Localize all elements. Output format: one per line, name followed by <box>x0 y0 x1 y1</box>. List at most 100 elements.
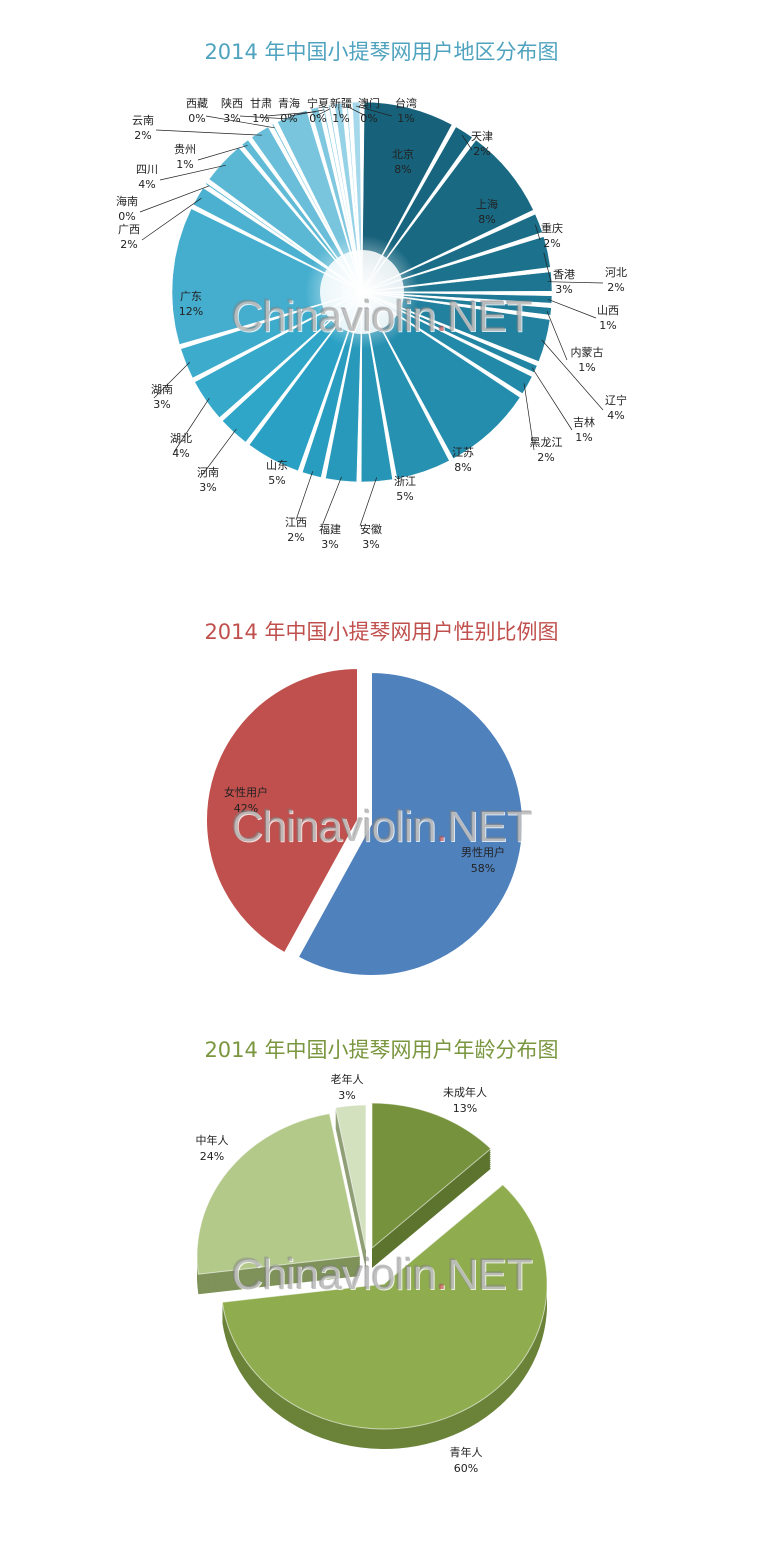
slice-value-region-11: 8% <box>454 461 471 474</box>
leader-line-4 <box>543 252 552 283</box>
slice-value-region-9: 1% <box>575 431 592 444</box>
region-pie-svg: 北京 8% 天津 2% 上海 8% 重庆 2% 香港 3% 河北 2% 山西 1% 内蒙古 1% 辽宁 4% 吉林 1… <box>116 96 627 551</box>
slice-label-age-3: 老年人 <box>331 1072 364 1086</box>
gender-pie-svg: 男性用户 58% 女性用户 42% <box>205 666 524 977</box>
slice-label-region-12: 浙江 <box>394 475 416 488</box>
leader-line-8 <box>541 339 604 411</box>
gender-slice-0 <box>296 670 524 977</box>
leader-line-22 <box>139 185 210 213</box>
slice-label-region-24: 贵州 <box>174 143 196 156</box>
gender-chart: 2014 年中国小提琴网用户性别比例图 男性用户 58% 女性用户 42% China… <box>0 600 763 1000</box>
slice-label-region-0: 北京 <box>392 147 414 161</box>
gender-slice-1 <box>205 666 359 955</box>
slice-value-age-3: 3% <box>338 1089 355 1102</box>
slice-value-region-12: 5% <box>396 490 413 503</box>
age-pie-svg: 未成年人 13% 青年人 60% 中年人 24% 老年人 3% <box>196 1072 548 1475</box>
slice-label-region-29: 青海 <box>278 96 300 110</box>
region-slice-20 <box>171 208 363 345</box>
slice-label-region-13: 安徽 <box>360 522 382 536</box>
region-slice-30 <box>328 104 363 293</box>
region-slice-4 <box>361 236 551 293</box>
leader-line-19 <box>153 361 190 399</box>
region-slice-3 <box>361 213 543 293</box>
age-slice-2 <box>196 1113 361 1295</box>
slice-label-region-4: 香港 <box>553 268 575 281</box>
slice-label-age-0: 未成年人 <box>443 1085 487 1099</box>
slice-label-region-3: 重庆 <box>541 221 563 235</box>
slice-label-region-9: 吉林 <box>573 415 595 429</box>
slice-label-region-26: 西藏 <box>186 97 208 110</box>
slice-value-region-32: 0% <box>360 112 377 125</box>
slice-value-region-1: 2% <box>473 145 490 158</box>
region-slice-32 <box>346 102 363 293</box>
region-slice-18 <box>194 291 363 418</box>
slice-label-region-10: 黑龙江 <box>530 436 563 449</box>
region-pie-center <box>320 250 404 334</box>
leader-line-5 <box>547 281 604 284</box>
region-slice-26 <box>271 123 363 293</box>
slice-label-region-32: 澳门 <box>358 96 380 110</box>
slice-label-gender-1: 女性用户 <box>224 785 268 799</box>
slice-value-region-17: 3% <box>199 481 216 494</box>
region-slice-22 <box>205 182 363 293</box>
region-slice-0 <box>361 101 453 293</box>
slice-value-region-19: 3% <box>153 398 170 411</box>
region-slice-19 <box>180 291 363 379</box>
slice-value-region-0: 8% <box>394 163 411 176</box>
slice-value-region-28: 1% <box>252 112 269 125</box>
leader-line-6 <box>547 298 597 319</box>
gender-chart-title: 2014 年中国小提琴网用户性别比例图 <box>204 620 559 644</box>
age-chart: 2014 年中国小提琴网用户年龄分布图 未成年人 13% 青年人 60% 中年人 24% 老… <box>0 1020 763 1559</box>
leader-line-24 <box>197 145 248 161</box>
region-slice-2 <box>361 139 534 293</box>
slice-label-region-31: 新疆 <box>330 96 352 110</box>
region-slice-13 <box>361 291 393 483</box>
leader-line-27 <box>239 115 294 120</box>
slice-value-region-6: 1% <box>599 319 616 332</box>
slice-value-age-1: 60% <box>454 1462 478 1475</box>
region-slice-29 <box>322 105 363 293</box>
region-chart: 2014 年中国小提琴网用户地区分布图 北京 8% 天津 2% 上海 8% 重庆 2% 香港 3%… <box>0 0 763 580</box>
leader-line-17 <box>199 428 237 479</box>
slice-label-region-5: 河北 <box>605 266 627 279</box>
slice-value-region-27: 3% <box>223 112 240 125</box>
region-slice-31 <box>334 102 363 293</box>
slice-label-region-1: 天津 <box>471 130 493 143</box>
region-slice-11 <box>361 291 521 459</box>
region-slice-23 <box>208 147 363 293</box>
slice-value-region-23: 4% <box>138 178 155 191</box>
slice-value-age-2: 24% <box>200 1150 224 1163</box>
region-slice-1 <box>361 126 473 293</box>
slice-value-gender-0: 58% <box>471 862 495 875</box>
region-slice-12 <box>361 291 450 480</box>
slice-label-region-25: 云南 <box>132 114 154 127</box>
region-slice-24 <box>241 139 363 293</box>
slice-value-region-24: 1% <box>176 158 193 171</box>
slice-label-region-6: 山西 <box>597 304 619 317</box>
region-chart-title: 2014 年中国小提琴网用户地区分布图 <box>204 40 559 64</box>
leader-line-1 <box>461 135 473 151</box>
slice-value-region-16: 5% <box>268 474 285 487</box>
leader-line-15 <box>295 471 314 521</box>
region-slice-8 <box>361 291 551 362</box>
leader-line-7 <box>546 310 568 361</box>
slice-label-region-18: 湖北 <box>170 432 192 445</box>
slice-value-region-14: 3% <box>321 538 338 551</box>
slice-value-region-31: 1% <box>332 112 349 125</box>
leader-line-33 <box>356 105 393 117</box>
slice-label-region-21: 广西 <box>118 223 140 236</box>
region-slice-33 <box>352 101 363 293</box>
leader-line-3 <box>534 224 541 241</box>
slice-value-region-8: 4% <box>607 409 624 422</box>
slice-value-region-22: 0% <box>118 210 135 223</box>
slice-label-region-30: 宁夏 <box>307 96 329 110</box>
region-slice-28 <box>310 106 363 293</box>
region-slice-6 <box>361 291 553 304</box>
slice-value-region-4: 3% <box>555 283 572 296</box>
region-slice-17 <box>222 291 363 443</box>
slice-value-region-21: 2% <box>120 238 137 251</box>
slice-label-region-20: 广东 <box>180 290 202 303</box>
slice-label-region-16: 山东 <box>266 459 288 472</box>
slice-value-region-18: 4% <box>172 447 189 460</box>
slice-label-region-15: 江西 <box>285 516 307 529</box>
